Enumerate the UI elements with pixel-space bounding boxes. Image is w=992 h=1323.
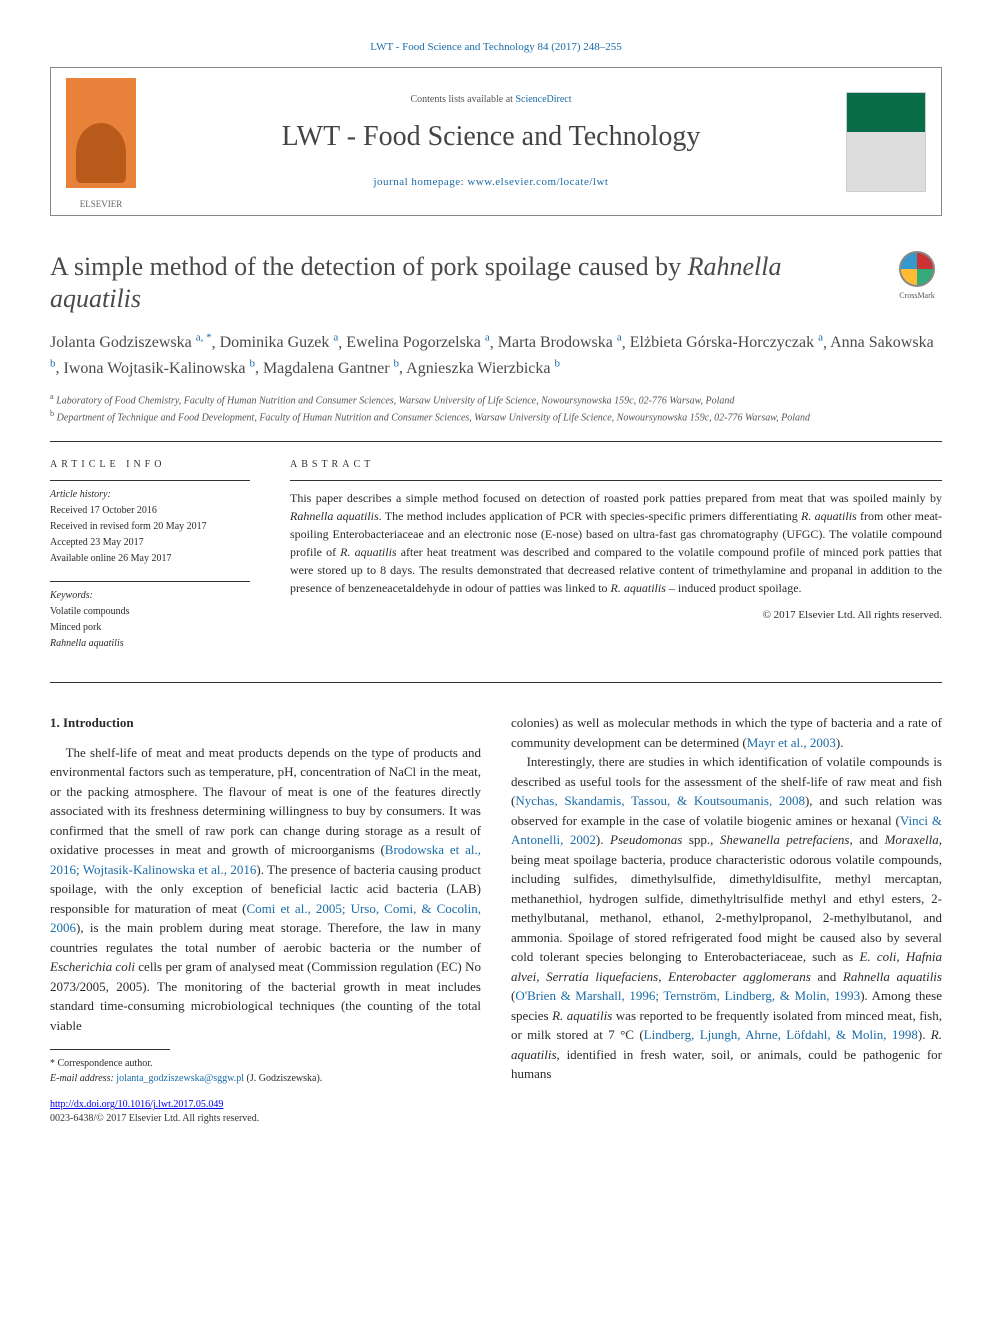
- article-title: A simple method of the detection of pork…: [50, 251, 872, 316]
- citation-link[interactable]: O'Brien & Marshall, 1996; Ternström, Lin…: [515, 988, 860, 1003]
- doi-line: http://dx.doi.org/10.1016/j.lwt.2017.05.…: [50, 1098, 942, 1112]
- crossmark-badge[interactable]: CrossMark: [892, 251, 942, 301]
- article-info: ARTICLE INFO Article history: Received 1…: [50, 458, 250, 666]
- author: Iwona Wojtasik-Kalinowska b: [64, 360, 255, 377]
- affiliation-a: a Laboratory of Food Chemistry, Faculty …: [50, 391, 942, 408]
- abstract-heading: ABSTRACT: [290, 458, 942, 472]
- title-text: A simple method of the detection of pork…: [50, 252, 688, 281]
- column-right: colonies) as well as molecular methods i…: [511, 713, 942, 1086]
- contents-line: Contents lists available at ScienceDirec…: [151, 93, 831, 107]
- author-list: Jolanta Godziszewska a, *, Dominika Guze…: [50, 330, 942, 381]
- crossmark-label: CrossMark: [899, 290, 935, 301]
- header-center: Contents lists available at ScienceDirec…: [151, 85, 831, 198]
- page-root: LWT - Food Science and Technology 84 (20…: [0, 0, 992, 1166]
- history-received: Received 17 October 2016: [50, 505, 157, 516]
- doi-link[interactable]: http://dx.doi.org/10.1016/j.lwt.2017.05.…: [50, 1099, 223, 1110]
- keywords-block: Keywords: Volatile compounds Minced pork…: [50, 581, 250, 652]
- email-line: E-mail address: jolanta_godziszewska@sgg…: [50, 1071, 481, 1086]
- homepage-prefix: journal homepage:: [373, 176, 467, 188]
- journal-header: ELSEVIER Contents lists available at Sci…: [50, 67, 942, 216]
- abstract: ABSTRACT This paper describes a simple m…: [290, 458, 942, 666]
- citation-line: LWT - Food Science and Technology 84 (20…: [50, 40, 942, 55]
- history-revised: Received in revised form 20 May 2017: [50, 521, 207, 532]
- author: Jolanta Godziszewska a, *: [50, 334, 212, 351]
- affiliations: a Laboratory of Food Chemistry, Faculty …: [50, 391, 942, 426]
- title-row: A simple method of the detection of pork…: [50, 251, 942, 316]
- author: Marta Brodowska a: [498, 334, 622, 351]
- citation-link[interactable]: Lindberg, Ljungh, Ahrne, Löfdahl, & Moli…: [644, 1027, 918, 1042]
- email-suffix: (J. Godziszewska).: [247, 1073, 323, 1084]
- homepage-line: journal homepage: www.elsevier.com/locat…: [151, 175, 831, 190]
- keyword-species: Rahnella aquatilis: [50, 638, 124, 649]
- paragraph: Interestingly, there are studies in whic…: [511, 752, 942, 1084]
- keywords-label: Keywords:: [50, 590, 93, 601]
- email-label: E-mail address:: [50, 1073, 116, 1084]
- author: Dominika Guzek a: [220, 334, 339, 351]
- citation-link[interactable]: Nychas, Skandamis, Tassou, & Koutsoumani…: [515, 793, 805, 808]
- elsevier-tree-icon: [76, 123, 126, 183]
- paragraph: The shelf-life of meat and meat products…: [50, 743, 481, 1036]
- crossmark-icon: [899, 251, 935, 287]
- publisher-label: ELSEVIER: [51, 198, 151, 215]
- divider: [50, 682, 942, 683]
- cover-thumbnail: [846, 92, 926, 192]
- keyword: Minced pork: [50, 622, 101, 633]
- divider: [50, 441, 942, 442]
- column-left: 1. Introduction The shelf-life of meat a…: [50, 713, 481, 1086]
- contents-prefix: Contents lists available at: [410, 94, 515, 105]
- section-heading: 1. Introduction: [50, 713, 481, 733]
- author: Magdalena Gantner b: [263, 360, 399, 377]
- paragraph: colonies) as well as molecular methods i…: [511, 713, 942, 752]
- issn-line: 0023-6438/© 2017 Elsevier Ltd. All right…: [50, 1112, 942, 1126]
- sciencedirect-link[interactable]: ScienceDirect: [515, 94, 571, 105]
- footnote-separator: [50, 1049, 170, 1050]
- corresponding-author: * Correspondence author.: [50, 1056, 481, 1071]
- abstract-body: This paper describes a simple method foc…: [290, 480, 942, 624]
- homepage-link[interactable]: www.elsevier.com/locate/lwt: [467, 176, 608, 188]
- article-history: Article history: Received 17 October 201…: [50, 480, 250, 567]
- history-label: Article history:: [50, 489, 111, 500]
- body-columns: 1. Introduction The shelf-life of meat a…: [50, 713, 942, 1086]
- elsevier-logo: ELSEVIER: [51, 68, 151, 215]
- keyword: Volatile compounds: [50, 606, 130, 617]
- journal-name: LWT - Food Science and Technology: [151, 117, 831, 156]
- email-link[interactable]: jolanta_godziszewska@sggw.pl: [116, 1073, 244, 1084]
- footnotes: * Correspondence author. E-mail address:…: [50, 1056, 481, 1086]
- info-abstract-row: ARTICLE INFO Article history: Received 1…: [50, 458, 942, 666]
- copyright-line: © 2017 Elsevier Ltd. All rights reserved…: [290, 607, 942, 624]
- affiliation-b: b Department of Technique and Food Devel…: [50, 408, 942, 425]
- author: Elżbieta Górska-Horczyczak a: [630, 334, 823, 351]
- history-accepted: Accepted 23 May 2017: [50, 537, 144, 548]
- article-info-heading: ARTICLE INFO: [50, 458, 250, 472]
- author: Ewelina Pogorzelska a: [346, 334, 490, 351]
- history-online: Available online 26 May 2017: [50, 553, 171, 564]
- citation-link[interactable]: Mayr et al., 2003: [747, 735, 836, 750]
- author: Agnieszka Wierzbicka b: [406, 360, 560, 377]
